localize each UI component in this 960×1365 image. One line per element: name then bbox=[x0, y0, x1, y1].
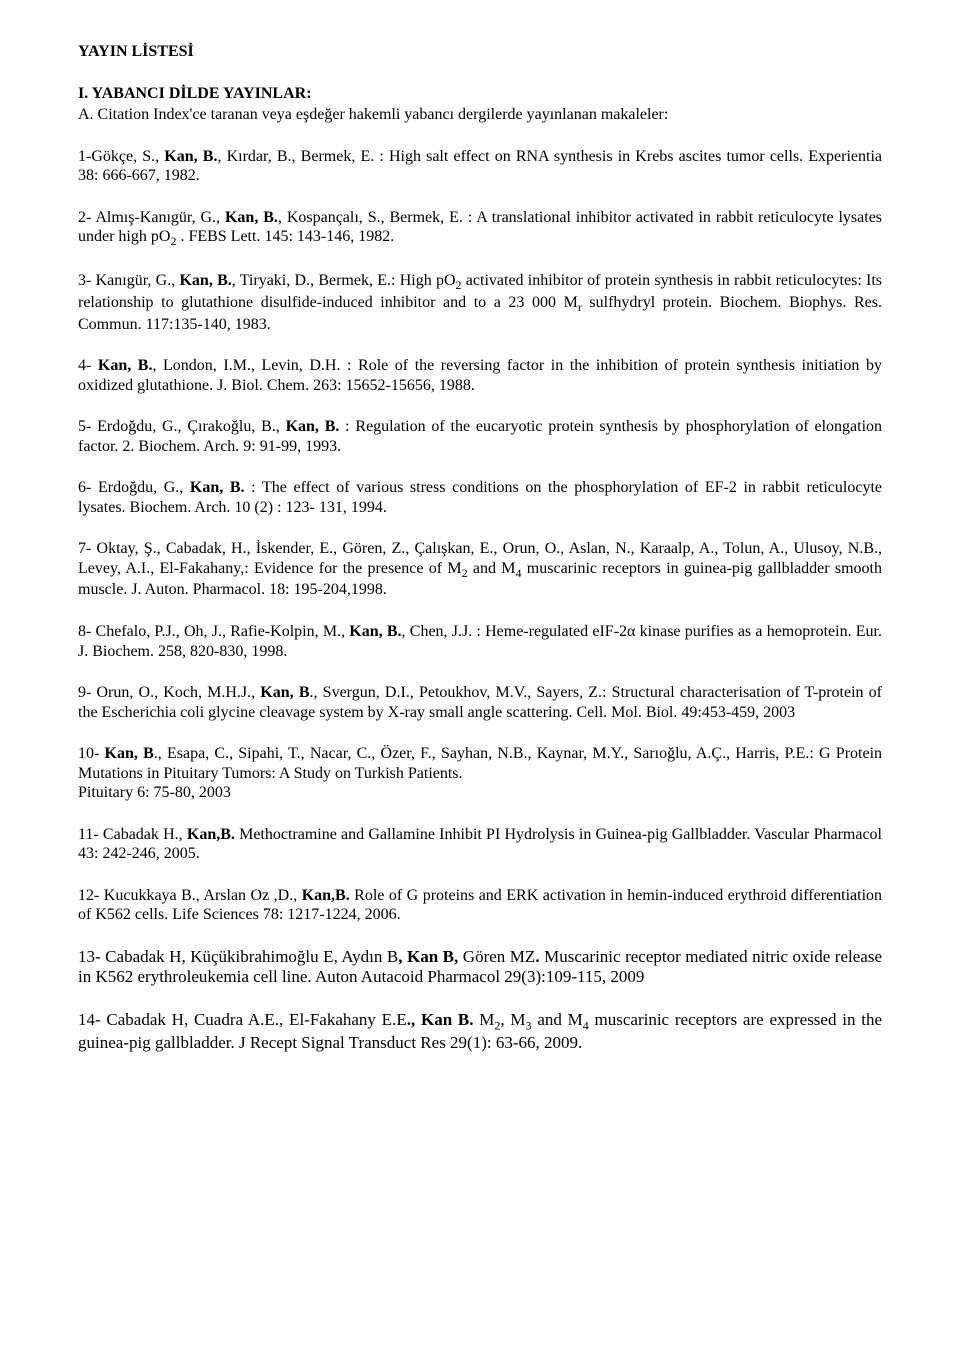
entry-text: , Kan B, bbox=[398, 947, 463, 966]
entry-text: 13- Cabadak H, Küçükibrahimoğlu E, Aydın… bbox=[78, 947, 398, 966]
entry-text: Kan, B. bbox=[349, 623, 401, 640]
entry-text: Kan,B. bbox=[302, 887, 350, 904]
entry-text: ., Kan B. bbox=[407, 1010, 474, 1029]
publication-entry: 11- Cabadak H., Kan,B. Methoctramine and… bbox=[78, 825, 882, 864]
entry-text: , Chen, J.J. : Heme-regulated eIF-2 bbox=[402, 623, 627, 640]
entry-text: Kan, B. bbox=[286, 418, 340, 435]
entry-text: 11- Cabadak H., bbox=[78, 826, 187, 843]
entry-text: 6- Erdoğdu, G., bbox=[78, 479, 190, 496]
entry-text: 3- Kanıgür, G., bbox=[78, 272, 179, 289]
intro-text: A. Citation Index'ce taranan veya eşdeğe… bbox=[78, 105, 882, 125]
publication-entry: 2- Almış-Kanıgür, G., Kan, B., Kospançal… bbox=[78, 208, 882, 249]
publication-entry: 6- Erdoğdu, G., Kan, B. : The effect of … bbox=[78, 478, 882, 517]
entry-text: Kan, B. bbox=[225, 209, 278, 226]
entry-text: Kan, B. bbox=[179, 272, 231, 289]
publication-entry: 5- Erdoğdu, G., Çırakoğlu, B., Kan, B. :… bbox=[78, 417, 882, 456]
page: YAYIN LİSTESİ I. YABANCI DİLDE YAYINLAR:… bbox=[0, 0, 960, 1365]
entry-text: 10- bbox=[78, 745, 105, 762]
entry-text: 14- Cabadak H, Cuadra A.E., El-Fakahany … bbox=[78, 1010, 407, 1029]
entry-text: , London, I.M., Levin, D.H. : Role of th… bbox=[78, 357, 882, 394]
publication-entry: 13- Cabadak H, Küçükibrahimoğlu E, Aydın… bbox=[78, 947, 882, 988]
entry-text: and M bbox=[468, 560, 516, 577]
entry-text: . FEBS Lett. 145: 143-146, 1982. bbox=[176, 228, 394, 245]
entry-text: 8- Chefalo, P.J., Oh, J., Rafie-Kolpin, … bbox=[78, 623, 349, 640]
publication-entry: 4- Kan, B., London, I.M., Levin, D.H. : … bbox=[78, 356, 882, 395]
publication-entry: 3- Kanıgür, G., Kan, B., Tiryaki, D., Be… bbox=[78, 271, 882, 334]
entry-text: Kan, B bbox=[105, 745, 154, 762]
entry-text: Kan,B. bbox=[187, 826, 235, 843]
entry-text: Gören MZ bbox=[463, 947, 536, 966]
publication-entry: 12- Kucukkaya B., Arslan Oz ,D., Kan,B. … bbox=[78, 886, 882, 925]
publication-entry: 14- Cabadak H, Cuadra A.E., El-Fakahany … bbox=[78, 1010, 882, 1054]
entry-text: 5- Erdoğdu, G., Çırakoğlu, B., bbox=[78, 418, 286, 435]
entry-text: , Tiryaki, D., Bermek, E.: High pO bbox=[232, 272, 456, 289]
publication-entry: 10- Kan, B., Esapa, C., Sipahi, T., Naca… bbox=[78, 744, 882, 803]
entry-text: M bbox=[474, 1010, 495, 1029]
entry-text: 4- bbox=[78, 357, 98, 374]
entry-text: 9- Orun, O., Koch, M.H.J., bbox=[78, 684, 260, 701]
publication-entry: 1-Gökçe, S., Kan, B., Kırdar, B., Bermek… bbox=[78, 147, 882, 186]
entry-text: and M bbox=[532, 1010, 583, 1029]
publication-entry: 7- Oktay, Ş., Cabadak, H., İskender, E.,… bbox=[78, 539, 882, 600]
entry-text: ., Esapa, C., Sipahi, T., Nacar, C., Öze… bbox=[78, 745, 882, 801]
entry-text: Kan, B. bbox=[190, 479, 245, 496]
entry-text: Kan, B bbox=[260, 684, 309, 701]
entry-text: Kan, B. bbox=[98, 357, 153, 374]
entry-text: 1-Gökçe, S., bbox=[78, 148, 164, 165]
entry-text: 12- Kucukkaya B., Arslan Oz ,D., bbox=[78, 887, 302, 904]
entry-text: 2- Almış-Kanıgür, G., bbox=[78, 209, 225, 226]
publication-entry: 9- Orun, O., Koch, M.H.J., Kan, B., Sver… bbox=[78, 683, 882, 722]
entry-text: Kan, B. bbox=[164, 148, 217, 165]
entry-text: , M bbox=[500, 1010, 525, 1029]
section-heading: I. YABANCI DİLDE YAYINLAR: bbox=[78, 84, 882, 104]
publication-entry: 8- Chefalo, P.J., Oh, J., Rafie-Kolpin, … bbox=[78, 622, 882, 661]
page-title: YAYIN LİSTESİ bbox=[78, 42, 882, 62]
entries-list: 1-Gökçe, S., Kan, B., Kırdar, B., Bermek… bbox=[78, 147, 882, 1054]
